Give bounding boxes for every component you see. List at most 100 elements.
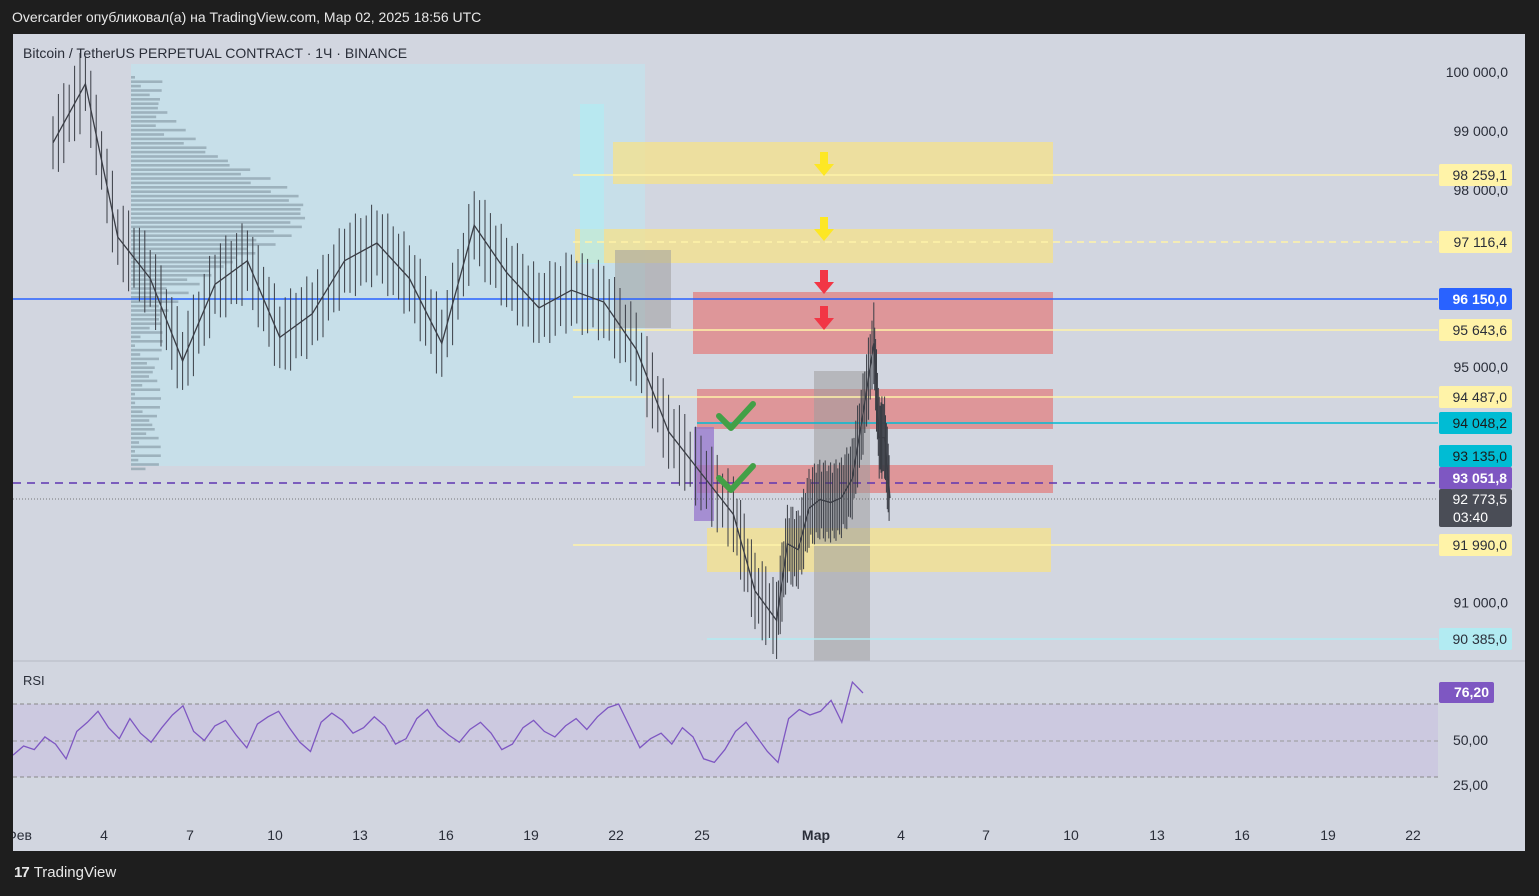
price-badge xyxy=(1439,534,1512,556)
checkmark-icon xyxy=(716,463,756,493)
volume-profile-bar xyxy=(131,410,143,413)
volume-profile-bar xyxy=(131,133,165,136)
x-axis[interactable]: Фев 4 7 10 13 16 19 22 25 Мар 4 7 10 13 16 19 22 xyxy=(13,827,1421,843)
volume-profile-bar xyxy=(131,124,156,127)
volume-profile-bar xyxy=(131,256,236,259)
resistance-zone-1[interactable] xyxy=(693,292,1053,354)
price-badge xyxy=(1439,319,1512,341)
publish-header: Overcarder опубликовал(а) на TradingView… xyxy=(12,9,482,25)
x-tick-label: 19 xyxy=(1320,827,1336,843)
supply-zone-1[interactable] xyxy=(613,142,1053,184)
price-badge-label: 98 259,1 xyxy=(1453,167,1508,183)
volume-profile-bar xyxy=(131,238,257,242)
x-tick-label: 22 xyxy=(1405,827,1421,843)
volume-profile-bar xyxy=(131,172,241,176)
price-badge-label: 95 643,6 xyxy=(1453,322,1508,338)
price-badge-label: 94 048,2 xyxy=(1453,415,1508,431)
volume-profile-bar xyxy=(131,260,233,264)
gray-box-top[interactable] xyxy=(615,250,671,328)
volume-profile xyxy=(131,76,306,471)
last-price-label: 92 773,5 xyxy=(1453,491,1508,507)
volume-profile-bar xyxy=(131,186,288,189)
volume-profile-bar xyxy=(131,344,135,347)
x-tick-label: 13 xyxy=(1149,827,1165,843)
x-tick-label: 4 xyxy=(100,827,108,843)
volume-profile-bar xyxy=(131,177,271,180)
volume-profile-bar xyxy=(131,76,135,79)
volume-profile-bar xyxy=(131,458,139,462)
volume-profile-bar xyxy=(131,203,304,207)
price-badge xyxy=(1439,164,1512,186)
volume-profile-bar xyxy=(131,274,212,277)
volume-profile-bar xyxy=(131,155,218,158)
volume-profile-bar xyxy=(131,150,206,154)
price-badge xyxy=(1439,386,1512,408)
volume-profile-bar xyxy=(131,164,230,167)
x-tick-label: 7 xyxy=(982,827,990,843)
volume-profile-bar xyxy=(131,392,135,396)
price-badge xyxy=(1439,628,1512,650)
volume-profile-bar xyxy=(131,247,248,251)
volume-profile-bar xyxy=(131,291,189,295)
brand-name: TradingView xyxy=(33,864,117,881)
arrow-down-icon xyxy=(814,217,834,241)
tradingview-logo[interactable]: 17 TradingView xyxy=(14,864,116,881)
volume-profile-bar xyxy=(131,397,162,400)
volume-profile-bar xyxy=(131,348,162,352)
volume-profile-bar xyxy=(131,335,141,339)
volume-profile-bar xyxy=(131,212,301,215)
volume-profile-bar xyxy=(131,432,147,435)
volume-profile-bar xyxy=(131,406,160,409)
rsi-tick-label: 50,00 xyxy=(1453,732,1488,748)
price-badge xyxy=(1439,445,1512,467)
rsi-value-label: 76,20 xyxy=(1454,684,1489,700)
x-tick-label: 10 xyxy=(267,827,283,843)
chart-area[interactable]: 100 000,0 99 000,0 98 000,0 95 000,0 91 000,… xyxy=(13,34,1525,851)
purple-box[interactable] xyxy=(694,427,714,521)
x-tick-label: 13 xyxy=(352,827,368,843)
x-tick-label: 16 xyxy=(438,827,454,843)
volume-profile-bar xyxy=(131,278,188,281)
volume-profile-bar xyxy=(131,194,299,198)
volume-profile-bar xyxy=(131,98,160,101)
price-badge-label: 93 051,8 xyxy=(1453,470,1508,486)
blue-box-top[interactable] xyxy=(580,104,604,264)
volume-profile-bar xyxy=(131,159,228,163)
volume-profile-bar xyxy=(131,102,159,105)
volume-profile-bar xyxy=(131,370,153,374)
rsi-tick-label: 25,00 xyxy=(1453,777,1488,793)
rsi-indicator-label[interactable]: RSI xyxy=(23,673,45,688)
x-tick-label: 22 xyxy=(608,827,624,843)
resistance-zone-3[interactable] xyxy=(697,465,1053,493)
x-tick-label: 19 xyxy=(523,827,539,843)
symbol-title[interactable]: Bitcoin / TetherUS PERPETUAL CONTRACT · … xyxy=(23,45,408,61)
volume-profile-bar xyxy=(131,234,292,237)
demand-zone[interactable] xyxy=(707,528,1051,572)
tradingview-logo-icon: 17 xyxy=(14,864,30,881)
price-badge-label: 90 385,0 xyxy=(1453,631,1508,647)
volume-profile-bar xyxy=(131,467,146,471)
rsi-value-badge xyxy=(1439,682,1494,703)
y-tick-label: 91 000,0 xyxy=(1454,595,1509,611)
volume-profile-bar xyxy=(131,146,207,149)
volume-profile-bar xyxy=(131,230,274,233)
price-chart[interactable]: 100 000,099 000,098 000,095 000,091 000,… xyxy=(13,34,1525,851)
volume-profile-bar xyxy=(131,423,153,427)
volume-profile-bar xyxy=(131,375,150,378)
volume-profile-bar xyxy=(131,401,136,405)
markers-layer xyxy=(716,152,834,493)
volume-profile-bar xyxy=(131,282,200,286)
volume-profile-bar xyxy=(131,243,276,246)
volume-profile-bar xyxy=(131,190,271,193)
volume-profile-bar xyxy=(131,221,291,224)
x-tick-label: 10 xyxy=(1063,827,1079,843)
rsi-axis[interactable]: 50,00 25,00 76,20 xyxy=(1439,682,1494,793)
volume-profile-bar xyxy=(131,445,161,449)
volume-profile-bar xyxy=(131,428,155,431)
price-badges: 98 259,1 97 116,4 96 150,0 95 643,6 94 487,0… xyxy=(1439,164,1512,650)
volume-profile-bar xyxy=(131,142,184,145)
volume-profile-bar xyxy=(131,419,150,422)
volume-profile-bar xyxy=(131,111,168,114)
price-badge-label: 93 135,0 xyxy=(1453,448,1508,464)
x-tick-label: 4 xyxy=(897,827,905,843)
